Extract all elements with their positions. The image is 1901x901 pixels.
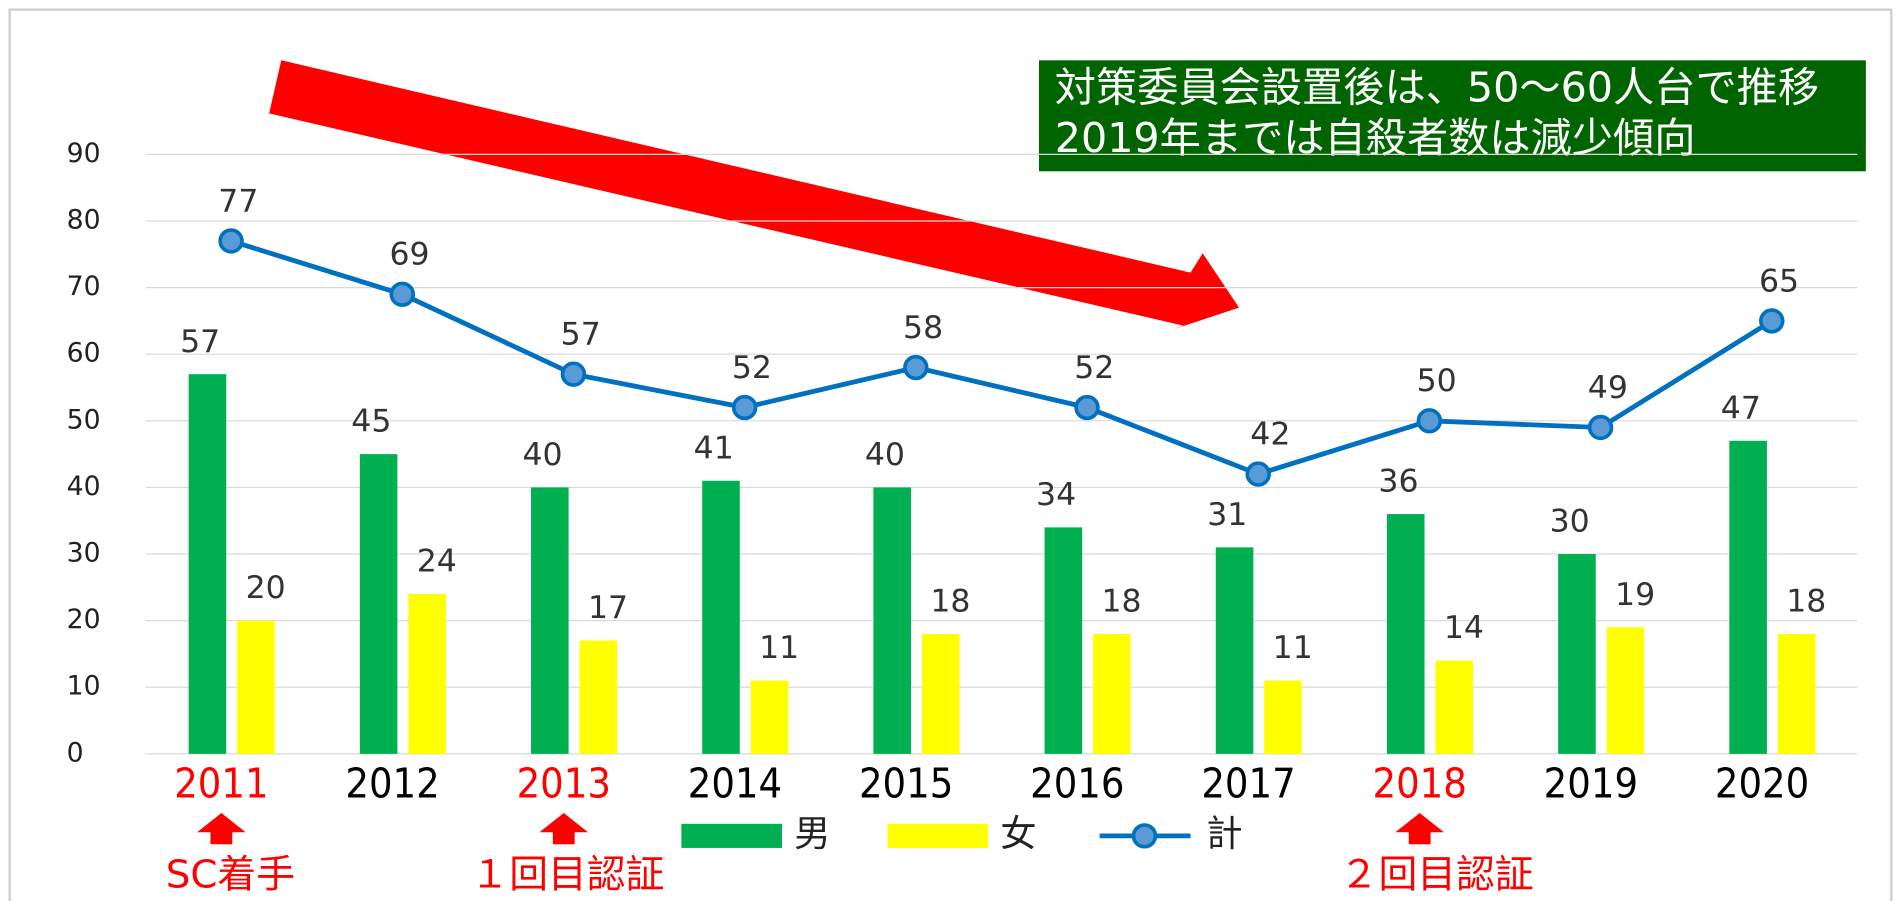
data-label: 57	[180, 324, 220, 360]
annotation: SC着手	[166, 852, 295, 897]
bar	[1729, 440, 1767, 754]
line-point	[560, 361, 587, 387]
trend-arrow	[269, 60, 1240, 330]
data-label: 52	[732, 350, 772, 386]
line-point	[389, 281, 415, 307]
data-label: 69	[389, 237, 429, 273]
data-label: 65	[1759, 263, 1799, 299]
y-tick-label: 80	[67, 205, 101, 236]
bar	[188, 374, 227, 754]
bar	[1264, 680, 1302, 754]
data-label: 20	[246, 570, 286, 606]
bar	[1435, 660, 1474, 754]
legend-label: 男	[794, 812, 830, 855]
y-tick-label: 50	[67, 404, 101, 435]
y-tick-label: 40	[67, 471, 101, 502]
data-label: 58	[903, 310, 943, 346]
line-point	[731, 394, 758, 421]
callout-box	[1039, 60, 1866, 172]
x-tick-label: 2019	[1544, 759, 1638, 807]
bar	[1044, 527, 1083, 754]
data-label: 19	[1615, 577, 1655, 613]
data-label: 11	[1273, 630, 1313, 666]
y-tick-label: 10	[67, 671, 101, 702]
bar	[1093, 633, 1131, 754]
data-label: 18	[1102, 584, 1142, 620]
legend-label: 計	[1206, 812, 1242, 855]
data-label: 24	[417, 544, 457, 580]
bar	[702, 480, 740, 754]
legend-swatch	[887, 823, 989, 848]
annotation-arrow	[1395, 812, 1444, 845]
line-point	[1587, 414, 1614, 441]
data-label: 49	[1588, 370, 1628, 406]
bar	[873, 487, 911, 754]
x-tick-label: 2013	[517, 759, 611, 807]
callout-line: 対策委員会設置後は、50～60人台で推移	[1055, 64, 1819, 112]
bar	[1606, 627, 1645, 754]
x-tick-label: 2014	[688, 759, 782, 807]
y-tick-label: 0	[67, 737, 84, 768]
data-label: 52	[1074, 350, 1114, 386]
data-label: 36	[1378, 464, 1418, 500]
bar	[750, 680, 789, 754]
x-tick-label: 2015	[859, 759, 953, 807]
line-point	[218, 228, 244, 254]
annotation-arrow	[197, 812, 246, 845]
bar	[921, 633, 960, 754]
data-label: 17	[588, 590, 628, 626]
data-label: 18	[1786, 584, 1826, 620]
x-tick-label: 2016	[1030, 759, 1124, 807]
legend-label: 女	[1000, 812, 1036, 855]
x-tick-label: 2012	[345, 759, 439, 807]
legend-swatch	[681, 823, 782, 848]
data-label: 18	[930, 584, 970, 620]
bar	[359, 454, 398, 754]
data-label: 14	[1444, 610, 1484, 646]
annotation-arrow	[539, 812, 589, 845]
data-label: 47	[1721, 390, 1761, 426]
data-label: 42	[1250, 417, 1290, 453]
bar	[1215, 547, 1254, 754]
data-label: 30	[1550, 504, 1590, 540]
y-tick-label: 30	[67, 538, 101, 569]
y-tick-label: 70	[67, 271, 101, 302]
bar	[1558, 554, 1596, 754]
line-point	[903, 354, 929, 381]
data-label: 57	[561, 317, 601, 353]
bar	[237, 620, 275, 754]
bar	[408, 593, 446, 754]
bar	[1386, 514, 1425, 754]
line-point	[1759, 308, 1785, 334]
bar	[1777, 633, 1816, 754]
legend-swatch	[1131, 823, 1158, 849]
annotation: ２回目認証	[1340, 852, 1534, 897]
y-tick-label: 90	[67, 138, 101, 169]
annotation: １回目認証	[470, 852, 664, 897]
data-label: 50	[1417, 363, 1457, 399]
x-tick-label: 2018	[1373, 759, 1467, 807]
data-label: 45	[351, 404, 391, 440]
data-label: 34	[1036, 477, 1076, 513]
line-point	[1245, 461, 1271, 487]
bar	[579, 640, 618, 754]
line-point	[1074, 394, 1100, 421]
x-tick-label: 2011	[174, 759, 268, 807]
data-label: 40	[865, 437, 905, 473]
bar	[531, 487, 569, 754]
data-label: 41	[694, 430, 734, 466]
data-label: 11	[759, 630, 799, 666]
x-tick-label: 2017	[1201, 759, 1295, 807]
line	[230, 238, 1774, 477]
y-tick-label: 60	[67, 338, 101, 369]
y-tick-label: 20	[67, 604, 101, 635]
x-tick-label: 2020	[1715, 759, 1809, 807]
data-label: 77	[218, 183, 258, 219]
data-label: 40	[522, 437, 562, 473]
data-label: 31	[1207, 497, 1247, 533]
line-point	[1416, 408, 1443, 434]
